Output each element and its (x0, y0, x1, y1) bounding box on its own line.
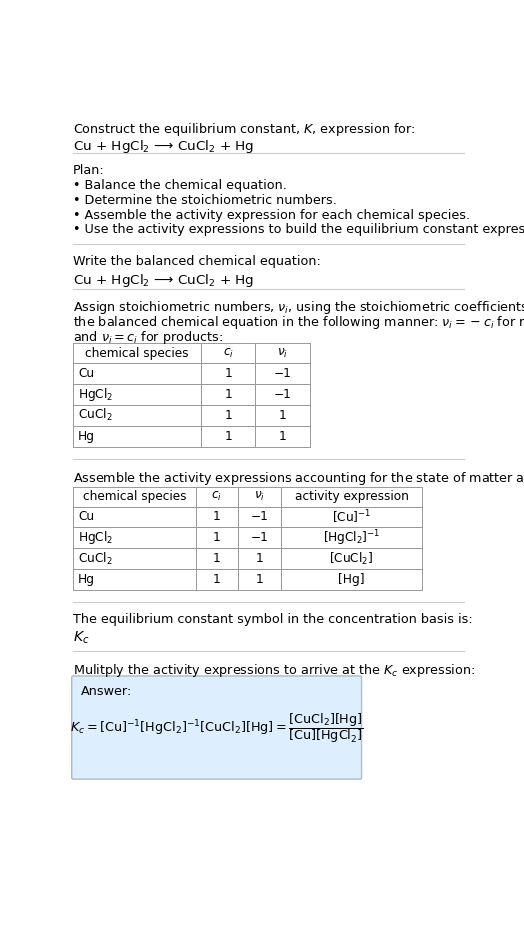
Text: Answer:: Answer: (81, 685, 132, 698)
Text: HgCl$_2$: HgCl$_2$ (78, 386, 113, 403)
Text: Hg: Hg (78, 430, 95, 442)
Text: $K_c = [\mathrm{Cu}]^{-1}[\mathrm{HgCl_2}]^{-1}[\mathrm{CuCl_2}][\mathrm{Hg}]= \: $K_c = [\mathrm{Cu}]^{-1}[\mathrm{HgCl_2… (70, 711, 364, 745)
Text: Cu + HgCl$_2$ ⟶ CuCl$_2$ + Hg: Cu + HgCl$_2$ ⟶ CuCl$_2$ + Hg (73, 138, 255, 155)
Text: 1: 1 (213, 573, 221, 586)
Text: 1: 1 (224, 367, 232, 381)
Text: [HgCl$_2$]$^{-1}$: [HgCl$_2$]$^{-1}$ (323, 528, 380, 548)
Text: [Hg]: [Hg] (338, 573, 365, 586)
Text: Hg: Hg (78, 573, 95, 586)
Text: 1: 1 (213, 511, 221, 524)
Text: $K_c$: $K_c$ (73, 630, 90, 646)
Text: • Balance the chemical equation.: • Balance the chemical equation. (73, 179, 287, 193)
Text: [CuCl$_2$]: [CuCl$_2$] (329, 550, 374, 567)
Text: Construct the equilibrium constant, $K$, expression for:: Construct the equilibrium constant, $K$,… (73, 121, 416, 138)
Text: 1: 1 (255, 552, 263, 565)
Text: 1: 1 (255, 573, 263, 586)
Text: Cu + HgCl$_2$ ⟶ CuCl$_2$ + Hg: Cu + HgCl$_2$ ⟶ CuCl$_2$ + Hg (73, 271, 255, 288)
Text: • Assemble the activity expression for each chemical species.: • Assemble the activity expression for e… (73, 209, 471, 221)
Text: $c_i$: $c_i$ (211, 490, 222, 503)
Text: [Cu]$^{-1}$: [Cu]$^{-1}$ (332, 509, 371, 526)
Text: • Use the activity expressions to build the equilibrium constant expression.: • Use the activity expressions to build … (73, 223, 524, 236)
Text: Plan:: Plan: (73, 164, 105, 177)
Text: −1: −1 (250, 511, 268, 524)
Text: 1: 1 (224, 409, 232, 422)
Text: • Determine the stoichiometric numbers.: • Determine the stoichiometric numbers. (73, 194, 337, 207)
Text: Assign stoichiometric numbers, $\nu_i$, using the stoichiometric coefficients, $: Assign stoichiometric numbers, $\nu_i$, … (73, 300, 524, 316)
Text: 1: 1 (224, 388, 232, 401)
Text: $\nu_i$: $\nu_i$ (277, 346, 288, 360)
Text: Mulitply the activity expressions to arrive at the $K_c$ expression:: Mulitply the activity expressions to arr… (73, 662, 475, 679)
Text: −1: −1 (274, 388, 291, 401)
Text: chemical species: chemical species (83, 490, 186, 503)
Text: 1: 1 (279, 430, 287, 442)
Text: $\nu_i$: $\nu_i$ (254, 490, 265, 503)
Text: $c_i$: $c_i$ (223, 346, 234, 360)
Text: 1: 1 (224, 430, 232, 442)
Text: −1: −1 (250, 531, 268, 545)
Text: chemical species: chemical species (85, 346, 189, 360)
Text: 1: 1 (213, 552, 221, 565)
Text: −1: −1 (274, 367, 291, 381)
Text: The equilibrium constant symbol in the concentration basis is:: The equilibrium constant symbol in the c… (73, 613, 473, 625)
Text: CuCl$_2$: CuCl$_2$ (78, 550, 113, 567)
Text: Cu: Cu (78, 367, 94, 381)
Text: 1: 1 (213, 531, 221, 545)
Text: 1: 1 (279, 409, 287, 422)
Text: Cu: Cu (78, 511, 94, 524)
Text: the balanced chemical equation in the following manner: $\nu_i = -c_i$ for react: the balanced chemical equation in the fo… (73, 314, 524, 331)
Text: activity expression: activity expression (294, 490, 408, 503)
FancyBboxPatch shape (72, 676, 362, 779)
Text: CuCl$_2$: CuCl$_2$ (78, 407, 113, 423)
Text: and $\nu_i = c_i$ for products:: and $\nu_i = c_i$ for products: (73, 328, 223, 345)
Text: Assemble the activity expressions accounting for the state of matter and $\nu_i$: Assemble the activity expressions accoun… (73, 470, 524, 487)
Text: HgCl$_2$: HgCl$_2$ (78, 530, 113, 547)
Text: Write the balanced chemical equation:: Write the balanced chemical equation: (73, 254, 321, 268)
